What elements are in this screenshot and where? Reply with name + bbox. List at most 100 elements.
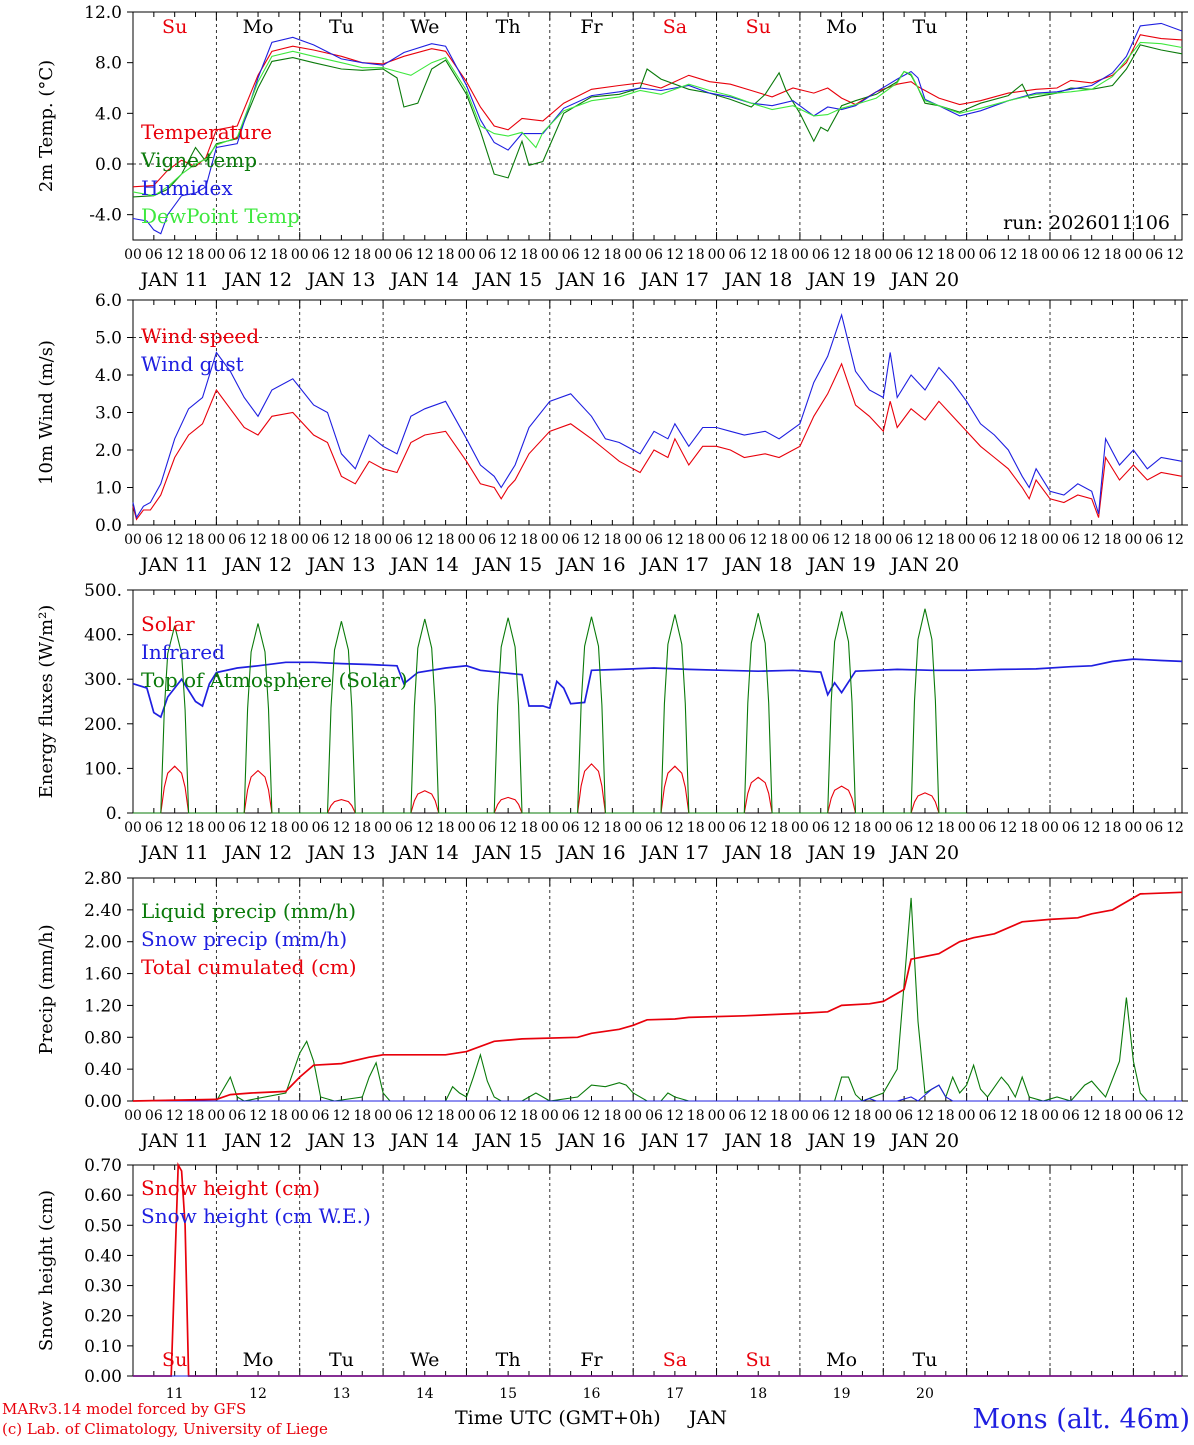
hour-tick-label: 18 xyxy=(770,532,788,548)
hour-tick-label: 12 xyxy=(249,532,267,548)
y-tick-label: 0.0 xyxy=(95,516,122,536)
hour-tick-label: 18 xyxy=(1104,532,1122,548)
y-tick-label: 1.60 xyxy=(84,965,122,985)
hour-tick-label: 00 xyxy=(624,820,642,836)
hour-tick-label: 00 xyxy=(207,532,225,548)
date-label: JAN 13 xyxy=(305,554,375,576)
date-label: JAN 17 xyxy=(639,269,709,291)
hour-tick-label: 06 xyxy=(145,820,163,836)
hour-tick-label: 00 xyxy=(291,247,309,263)
hour-tick-label: 12 xyxy=(1083,247,1101,263)
hour-tick-label: 06 xyxy=(562,247,580,263)
hour-tick-label: 00 xyxy=(458,247,476,263)
hour-tick-label: 00 xyxy=(291,820,309,836)
hour-tick-label: 12 xyxy=(916,532,934,548)
series-line-vigne-temp xyxy=(132,44,1183,198)
hour-tick-label: 06 xyxy=(645,532,663,548)
hour-tick-label: 12 xyxy=(499,1108,517,1124)
hour-tick-label: 00 xyxy=(374,1108,392,1124)
hour-tick-label: 18 xyxy=(187,1108,205,1124)
series-line-temperature xyxy=(132,34,1183,188)
hour-tick-label: 00 xyxy=(124,820,142,836)
date-label: JAN 15 xyxy=(472,554,542,576)
day-name-label: Mo xyxy=(826,1349,857,1371)
hour-tick-label: 06 xyxy=(979,247,997,263)
hour-tick-label: 06 xyxy=(395,532,413,548)
day-name-label: Fr xyxy=(580,16,603,38)
hour-tick-label: 18 xyxy=(520,820,538,836)
hour-tick-label: 00 xyxy=(874,820,892,836)
hour-tick-label: 18 xyxy=(854,247,872,263)
y-tick-label: 8.0 xyxy=(95,54,122,74)
hour-tick-label: 18 xyxy=(687,247,705,263)
hour-tick-label: 12 xyxy=(833,1108,851,1124)
hour-tick-label: 06 xyxy=(562,1108,580,1124)
hour-tick-label: 12 xyxy=(833,247,851,263)
hour-tick-label: 06 xyxy=(312,1108,330,1124)
hour-tick-label: 06 xyxy=(1145,1108,1163,1124)
hour-tick-label: 12 xyxy=(1166,532,1184,548)
date-label: JAN 18 xyxy=(722,554,792,576)
hour-tick-label: 00 xyxy=(708,247,726,263)
hour-tick-label: 00 xyxy=(1124,532,1142,548)
hour-tick-label: 00 xyxy=(708,532,726,548)
hour-tick-label: 00 xyxy=(958,247,976,263)
hour-tick-label: 06 xyxy=(645,820,663,836)
y-tick-label: -4.0 xyxy=(89,206,122,226)
hour-tick-label: 12 xyxy=(999,247,1017,263)
hour-tick-label: 06 xyxy=(1062,820,1080,836)
hour-tick-label: 12 xyxy=(416,247,434,263)
hour-tick-label: 18 xyxy=(603,247,621,263)
hour-tick-label: 06 xyxy=(645,1108,663,1124)
hour-tick-label: 06 xyxy=(478,1108,496,1124)
y-tick-label: 4.0 xyxy=(95,366,122,386)
date-label: JAN 12 xyxy=(222,269,292,291)
hour-tick-label: 12 xyxy=(416,820,434,836)
hour-tick-label: 00 xyxy=(874,1108,892,1124)
day-name-label: Sa xyxy=(663,16,687,38)
date-label: JAN 13 xyxy=(305,269,375,291)
hour-tick-label: 12 xyxy=(583,247,601,263)
hour-tick-label: 18 xyxy=(187,820,205,836)
date-label: JAN 12 xyxy=(222,842,292,864)
legend-entry: Temperature xyxy=(141,120,272,144)
day-name-label: Su xyxy=(746,1349,771,1371)
hour-tick-label: 12 xyxy=(249,1108,267,1124)
date-label: JAN 19 xyxy=(806,1130,876,1152)
hour-tick-label: 18 xyxy=(520,1108,538,1124)
day-name-label: We xyxy=(410,16,439,38)
date-label: JAN 15 xyxy=(472,269,542,291)
hour-tick-label: 06 xyxy=(1062,247,1080,263)
hour-tick-label: 00 xyxy=(541,532,559,548)
y-tick-label: 0.60 xyxy=(84,1186,122,1206)
hour-tick-label: 00 xyxy=(1124,247,1142,263)
day-name-label: Sa xyxy=(663,1349,687,1371)
date-label: JAN 16 xyxy=(555,554,625,576)
day-name-label: Su xyxy=(162,16,187,38)
hour-tick-label: 12 xyxy=(332,820,350,836)
hour-tick-label: 12 xyxy=(749,1108,767,1124)
hour-tick-label: 18 xyxy=(187,532,205,548)
day-number-label: 12 xyxy=(249,1386,267,1402)
hour-tick-label: 18 xyxy=(937,532,955,548)
hour-tick-label: 00 xyxy=(958,532,976,548)
hour-tick-label: 12 xyxy=(166,247,184,263)
hour-tick-label: 12 xyxy=(999,1108,1017,1124)
hour-tick-label: 00 xyxy=(207,247,225,263)
hour-tick-label: 18 xyxy=(437,820,455,836)
hour-tick-label: 18 xyxy=(1020,532,1038,548)
day-number-label: 11 xyxy=(166,1386,184,1402)
legend-entry: Snow precip (mm/h) xyxy=(141,927,347,951)
hour-tick-label: 12 xyxy=(583,1108,601,1124)
hour-tick-label: 06 xyxy=(312,820,330,836)
legend-entry: Top of Atmosphere (Solar) xyxy=(141,668,408,692)
hour-tick-label: 18 xyxy=(687,532,705,548)
hour-tick-label: 00 xyxy=(791,1108,809,1124)
y-tick-label: 100. xyxy=(84,759,122,779)
hour-tick-label: 18 xyxy=(687,820,705,836)
hour-tick-label: 18 xyxy=(937,247,955,263)
hour-tick-label: 00 xyxy=(958,1108,976,1124)
day-name-label: Tu xyxy=(329,16,354,38)
hour-tick-label: 06 xyxy=(979,820,997,836)
